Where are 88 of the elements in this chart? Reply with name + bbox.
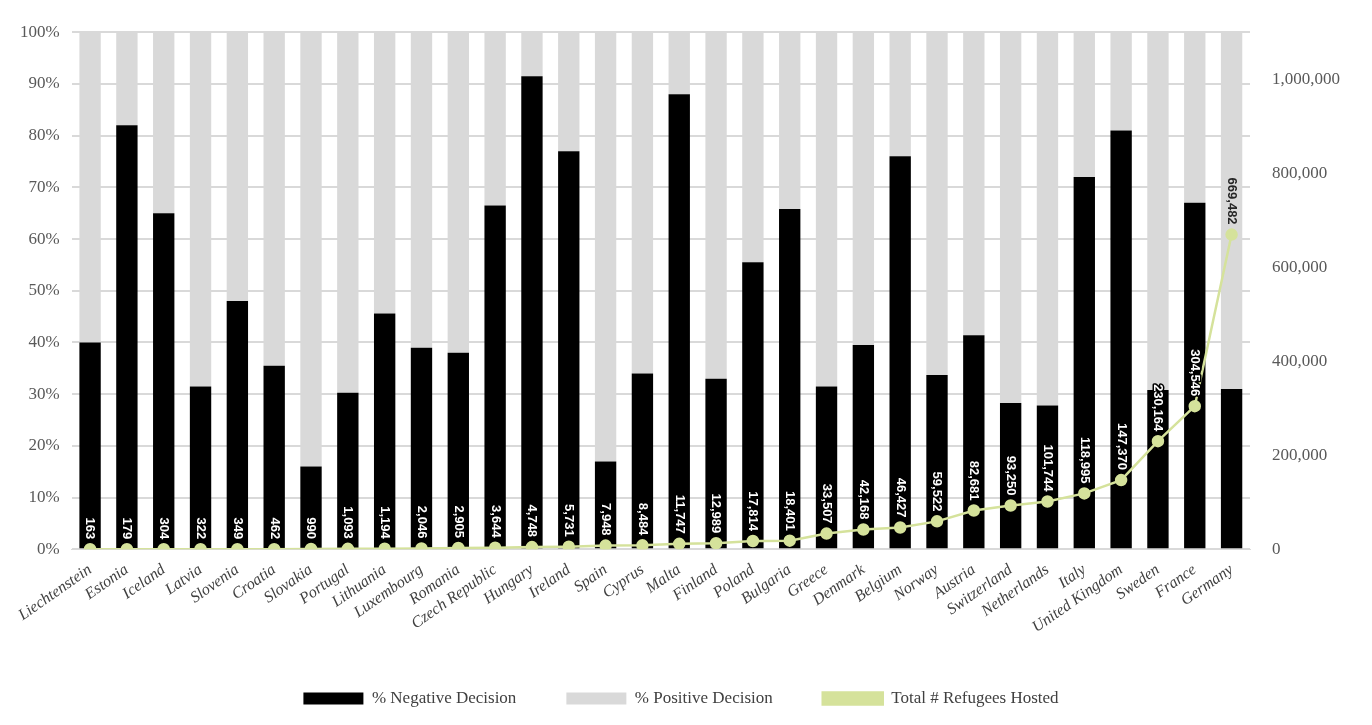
legend-label: Total # Refugees Hosted — [891, 687, 1060, 707]
point — [1078, 487, 1091, 500]
y-tick-label: 100% — [19, 21, 60, 41]
data-label: 118,995 — [1077, 437, 1093, 484]
data-label: 5,731 — [562, 504, 578, 537]
y-tick-label: 80% — [28, 125, 60, 145]
point — [893, 521, 907, 534]
point — [525, 540, 539, 550]
data-label: 59,522 — [930, 471, 946, 512]
y-tick-label: 0% — [36, 538, 60, 558]
bar — [963, 335, 985, 549]
bar — [1073, 177, 1095, 549]
data-label: 230,164 — [1151, 384, 1167, 432]
data-label: 11,747 — [672, 494, 688, 534]
data-label: 4,748 — [525, 504, 541, 538]
data-label: 1,194 — [378, 506, 394, 540]
data-label: 163 — [83, 517, 99, 540]
point — [930, 515, 944, 528]
legend-label: % Negative Decision — [371, 687, 517, 707]
bar — [668, 94, 690, 549]
data-label: 349 — [230, 517, 246, 540]
y2-tick-label: 200,000 — [1272, 444, 1328, 464]
data-label: 990 — [304, 517, 320, 539]
data-label: 2,905 — [451, 505, 467, 538]
y2-tick-label: 600,000 — [1272, 256, 1328, 276]
data-label: 18,401 — [783, 490, 799, 531]
point — [672, 537, 686, 550]
point — [562, 540, 576, 550]
point — [599, 539, 612, 550]
data-label: 322 — [193, 517, 209, 540]
y-tick-label: 40% — [28, 331, 60, 351]
bar — [1220, 389, 1243, 549]
y-tick-label: 60% — [28, 228, 60, 248]
bar — [1184, 202, 1206, 549]
point — [967, 504, 981, 517]
bar — [153, 213, 175, 549]
point — [783, 534, 796, 547]
y-tick-label: 90% — [28, 73, 60, 93]
bar — [779, 209, 801, 549]
data-label: 179 — [120, 517, 136, 540]
data-label: 462 — [267, 517, 283, 540]
data-label: 101,744 — [1040, 444, 1056, 493]
point — [1151, 434, 1165, 448]
y2-tick-label: 400,000 — [1272, 350, 1328, 370]
point — [857, 523, 870, 536]
y-tick-label: 70% — [28, 176, 60, 196]
bar — [226, 301, 249, 549]
point — [1041, 495, 1054, 508]
data-label: 33,507 — [819, 483, 835, 524]
data-label: 17,814 — [746, 491, 762, 532]
data-label: 147,370 — [1114, 423, 1130, 471]
bar — [889, 156, 911, 549]
y-tick-label: 30% — [28, 383, 60, 403]
data-label: 2,046 — [414, 505, 430, 539]
data-label: 304,546 — [1188, 349, 1204, 397]
bar — [558, 151, 580, 549]
point — [746, 534, 760, 548]
data-label: 669,482 — [1225, 177, 1241, 225]
y2-tick-label: 800,000 — [1272, 162, 1328, 182]
y2-tick-label: 1,000,000 — [1272, 68, 1340, 88]
point — [636, 539, 649, 550]
bar — [79, 342, 101, 549]
data-label: 93,250 — [1004, 455, 1020, 496]
data-label: 3,644 — [488, 505, 504, 539]
data-label: 8,484 — [635, 502, 651, 537]
data-label: 1,093 — [341, 506, 357, 539]
y-tick-label: 50% — [28, 280, 60, 300]
y-tick-label: 10% — [28, 487, 60, 507]
data-label: 304 — [157, 517, 173, 540]
legend-label: % Positive Decision — [634, 687, 774, 707]
data-label: 12,989 — [709, 493, 725, 534]
point — [1114, 473, 1128, 487]
point — [1188, 399, 1202, 413]
data-label: 7,948 — [599, 503, 615, 536]
bar — [1110, 130, 1132, 549]
data-label: 42,168 — [856, 479, 872, 520]
point — [1004, 499, 1017, 512]
y-tick-label: 20% — [28, 435, 60, 455]
point — [820, 527, 833, 540]
bar — [484, 205, 506, 549]
data-label: 46,427 — [893, 477, 909, 518]
bar — [742, 262, 764, 549]
y2-tick-label: 0 — [1272, 538, 1281, 558]
point — [1225, 228, 1238, 241]
bar — [116, 125, 138, 549]
data-label: 82,681 — [967, 460, 983, 501]
bar — [521, 76, 543, 549]
point — [709, 536, 723, 550]
